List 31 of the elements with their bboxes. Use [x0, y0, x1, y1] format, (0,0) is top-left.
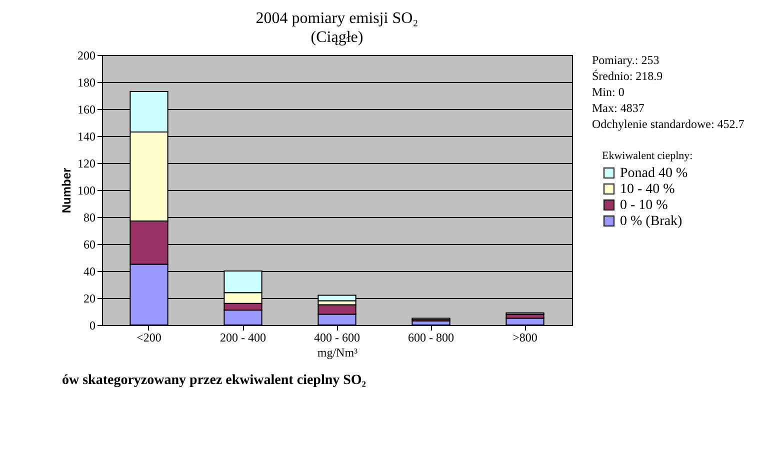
y-tick-label: 40 [84, 264, 96, 278]
chart-subtitle: (Ciągłe) [310, 29, 364, 46]
legend-title: Ekwiwalent cieplny: [602, 150, 693, 162]
x-axis-title: mg/Nm³ [317, 346, 358, 360]
y-tick-label: 180 [78, 76, 96, 90]
text: Pomiary.: 253 [592, 53, 660, 67]
x-tick-label: >800 [512, 330, 538, 344]
y-tick-label: 140 [78, 130, 96, 144]
legend-label: 0 - 10 % [620, 198, 668, 213]
x-tick-label: 200 - 400 [220, 330, 266, 344]
y-tick-label: 120 [78, 156, 96, 170]
text: Min: 0 [592, 85, 624, 99]
legend-label: Ponad 40 % [620, 166, 688, 181]
x-tick-label: 600 - 800 [408, 330, 454, 344]
y-tick-label: 20 [84, 292, 96, 306]
text: Max: 4837 [592, 101, 644, 115]
legend-label: 10 - 40 % [620, 182, 676, 197]
y-tick-label: 60 [84, 238, 96, 252]
legend-label: 0 % (Brak) [620, 214, 683, 229]
x-tick-label: 400 - 600 [314, 330, 360, 344]
x-tick-label: <200 [136, 330, 162, 344]
y-tick-label: 0 [90, 318, 96, 332]
text: ów skategoryzowany przez ekwiwalent cieplny SO₂ [62, 373, 366, 388]
y-axis-title: Number [60, 168, 74, 214]
y-tick-label: 100 [78, 184, 96, 198]
text: Średnio: 218.9 [592, 69, 663, 83]
y-tick-label: 160 [78, 102, 96, 116]
y-tick-label: 80 [84, 210, 96, 224]
y-tick-label: 200 [78, 48, 96, 62]
text: Odchylenie standardowe: 452.7 [592, 117, 744, 131]
chart-title: 2004 pomiary emisji SO₂ [256, 10, 418, 27]
